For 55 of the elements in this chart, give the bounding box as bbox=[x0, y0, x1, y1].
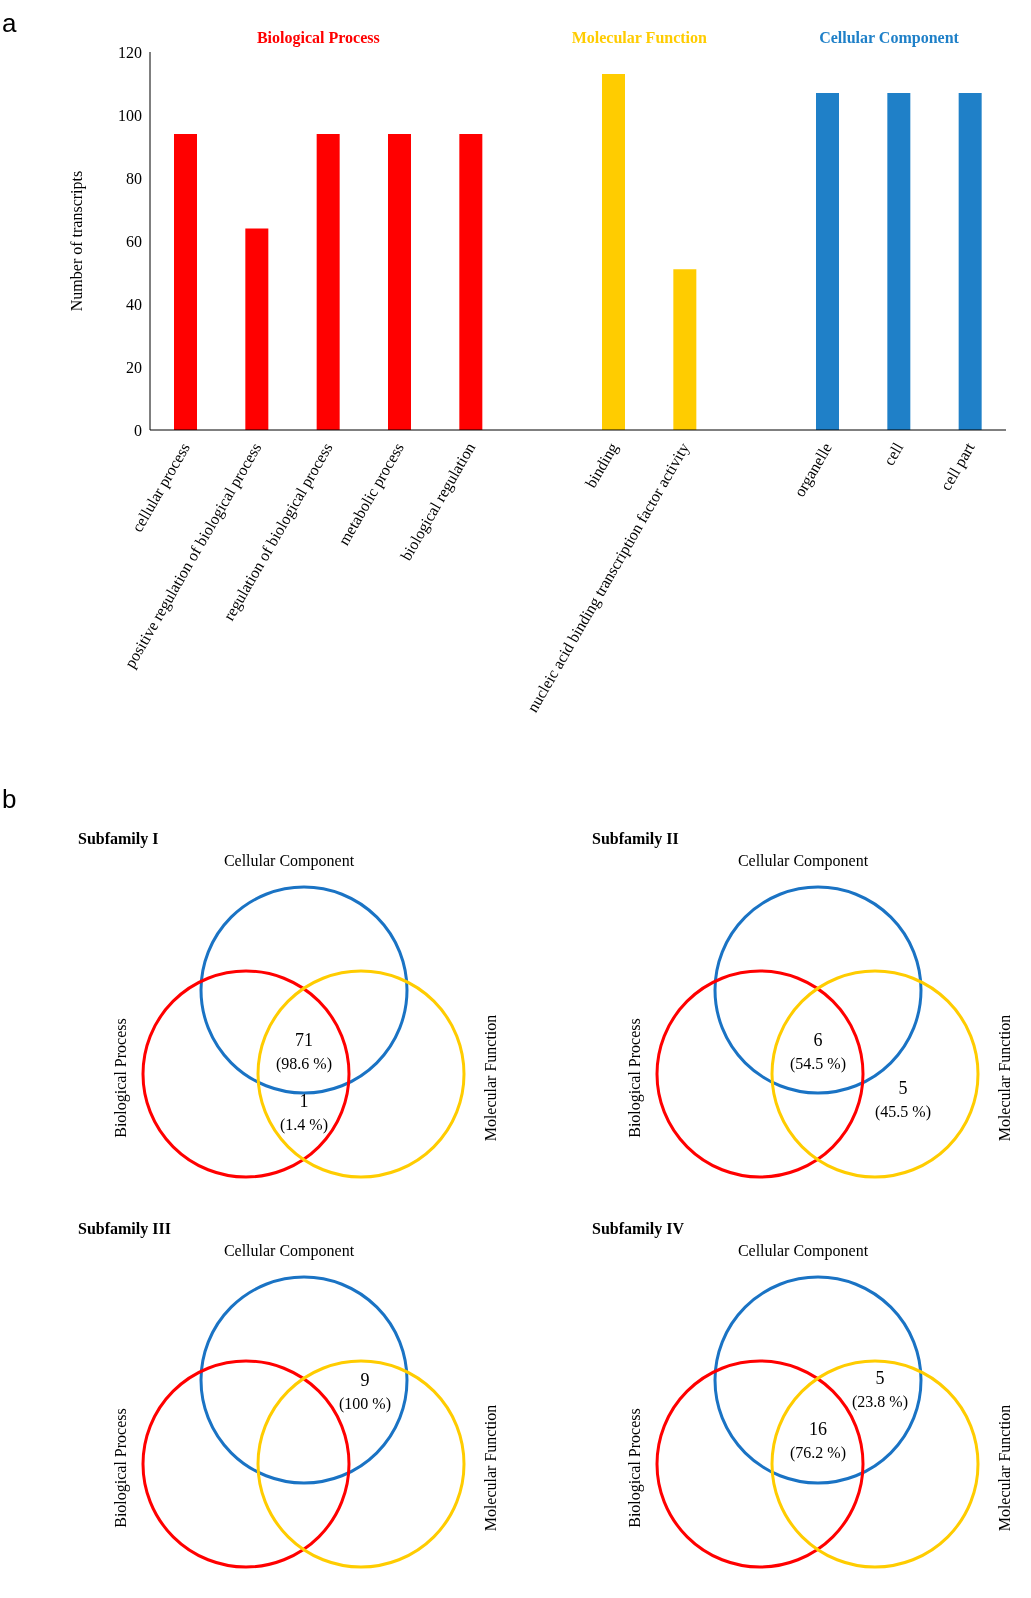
text: Cellular Component bbox=[737, 852, 869, 870]
data-label: 16 bbox=[809, 1419, 827, 1439]
y-tick-label: 100 bbox=[118, 106, 142, 124]
bar bbox=[958, 92, 982, 430]
text: Subfamily I bbox=[78, 830, 159, 848]
y-tick-label: 80 bbox=[126, 169, 142, 187]
text: Cellular Component bbox=[223, 852, 355, 870]
text: Molecular Function bbox=[995, 1014, 1013, 1142]
text: Cellular Component bbox=[223, 1242, 355, 1260]
bar bbox=[245, 228, 269, 430]
text: (54.5 %) bbox=[790, 1055, 846, 1073]
x-tick-label: cell part bbox=[936, 439, 979, 494]
text: Cellular Component bbox=[737, 1242, 869, 1260]
bar bbox=[459, 133, 483, 430]
data-label: 5 bbox=[898, 1078, 908, 1098]
data-label: 6 bbox=[813, 1030, 823, 1050]
text: Subfamily IV bbox=[592, 1220, 685, 1238]
y-tick-label: 0 bbox=[134, 421, 142, 439]
text: (45.5 %) bbox=[875, 1103, 931, 1121]
text: Molecular Function bbox=[571, 29, 708, 46]
text: Molecular Function bbox=[481, 1014, 499, 1142]
text: a bbox=[2, 8, 17, 38]
y-axis-title: Number of transcripts bbox=[67, 170, 86, 312]
text: (1.4 %) bbox=[280, 1116, 328, 1134]
data-label: 9 bbox=[360, 1370, 370, 1390]
bar bbox=[673, 269, 697, 430]
bar bbox=[316, 133, 340, 430]
text: Biological Process bbox=[256, 29, 380, 47]
data-label: 1 bbox=[299, 1091, 309, 1111]
text: Subfamily II bbox=[592, 830, 679, 848]
y-tick-label: 120 bbox=[118, 43, 142, 61]
text: Cellular Component bbox=[819, 29, 960, 47]
text: Molecular Function bbox=[481, 1404, 499, 1532]
y-tick-label: 40 bbox=[126, 295, 142, 313]
text: (23.8 %) bbox=[852, 1393, 908, 1411]
text: Biological Process bbox=[111, 1018, 130, 1138]
y-tick-label: 20 bbox=[126, 358, 142, 376]
text: Biological Process bbox=[625, 1408, 644, 1528]
text: Subfamily III bbox=[78, 1220, 171, 1238]
text: b bbox=[2, 784, 17, 814]
bar bbox=[602, 74, 625, 430]
data-label: 5 bbox=[875, 1368, 885, 1388]
text: (98.6 %) bbox=[276, 1055, 332, 1073]
data-label: 71 bbox=[295, 1030, 313, 1050]
text: (100 %) bbox=[339, 1395, 391, 1413]
text: Molecular Function bbox=[995, 1404, 1013, 1532]
bar bbox=[174, 133, 197, 430]
text: Biological Process bbox=[625, 1018, 644, 1138]
y-tick-label: 60 bbox=[126, 232, 142, 250]
bar bbox=[388, 133, 411, 430]
bar bbox=[887, 92, 911, 430]
text: Biological Process bbox=[111, 1408, 130, 1528]
bar bbox=[816, 92, 839, 430]
x-tick-label: cell bbox=[880, 439, 907, 469]
text: (76.2 %) bbox=[790, 1444, 846, 1462]
